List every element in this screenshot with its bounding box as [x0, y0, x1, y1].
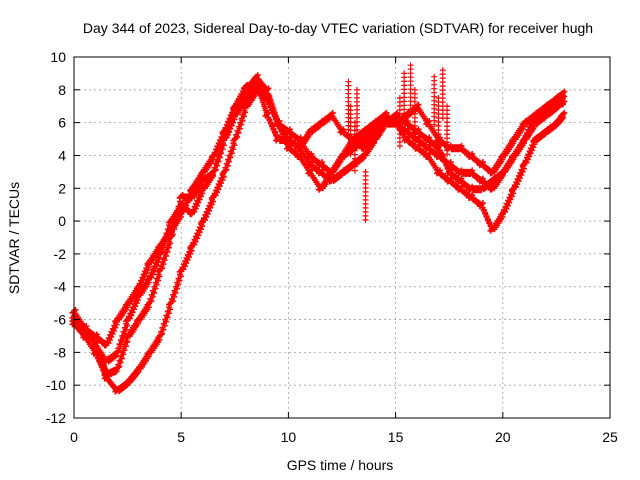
- plot-frame: [73, 56, 611, 419]
- data-point: [90, 347, 109, 379]
- y-tick-label: 6: [58, 115, 66, 131]
- data-point-spike: [354, 86, 361, 141]
- data-point-spike: [351, 119, 358, 174]
- y-tick-label: -12: [46, 410, 66, 426]
- series-track-2: [69, 77, 568, 366]
- x-tick-label: 15: [388, 429, 404, 445]
- data-point: [558, 98, 568, 108]
- data-point-spike: [347, 103, 354, 158]
- x-tick-label: 25: [602, 429, 618, 445]
- data-point: [262, 85, 281, 124]
- y-tick-label: 2: [58, 180, 66, 196]
- y-axis-label: SDTVAR / TECUs: [6, 182, 22, 294]
- y-tick-label: -10: [46, 377, 66, 393]
- x-axis-label: GPS time / hours: [287, 457, 394, 473]
- x-tick-label: 0: [70, 429, 78, 445]
- x-tick-label: 5: [177, 429, 185, 445]
- data-point: [558, 88, 568, 98]
- y-axis-ticks: -12 -10 -8 -6 -4 -2 0 2 4 6 8 10: [46, 49, 610, 426]
- data-point-spike: [435, 95, 442, 150]
- data-point-spike: [362, 168, 369, 223]
- y-tick-label: 10: [50, 49, 66, 65]
- y-tick-label: -4: [54, 279, 67, 295]
- data-point: [558, 109, 568, 119]
- x-tick-label: 10: [281, 429, 297, 445]
- data-point-spike: [345, 78, 352, 133]
- data-point-spike: [439, 67, 446, 122]
- data-point-spike: [431, 73, 438, 128]
- data-point: [262, 109, 281, 141]
- data-point-spike: [444, 103, 451, 158]
- data-point-spike: [411, 86, 418, 141]
- data-point-spike: [401, 70, 408, 125]
- data-points: [69, 62, 568, 395]
- series-spikes: [345, 62, 451, 223]
- y-tick-label: 0: [58, 213, 66, 229]
- x-tick-label: 20: [495, 429, 511, 445]
- y-tick-label: -8: [54, 344, 67, 360]
- data-point: [476, 200, 495, 232]
- y-tick-label: -6: [54, 312, 67, 328]
- data-point-spike: [396, 95, 403, 150]
- y-tick-label: 4: [58, 147, 66, 163]
- x-axis-ticks: 0 5 10 15 20 25: [70, 57, 618, 445]
- y-tick-label: 8: [58, 82, 66, 98]
- chart-title: Day 344 of 2023, Sidereal Day-to-day VTE…: [83, 20, 593, 36]
- data-point-spike: [407, 62, 414, 117]
- y-tick-label: -2: [54, 246, 67, 262]
